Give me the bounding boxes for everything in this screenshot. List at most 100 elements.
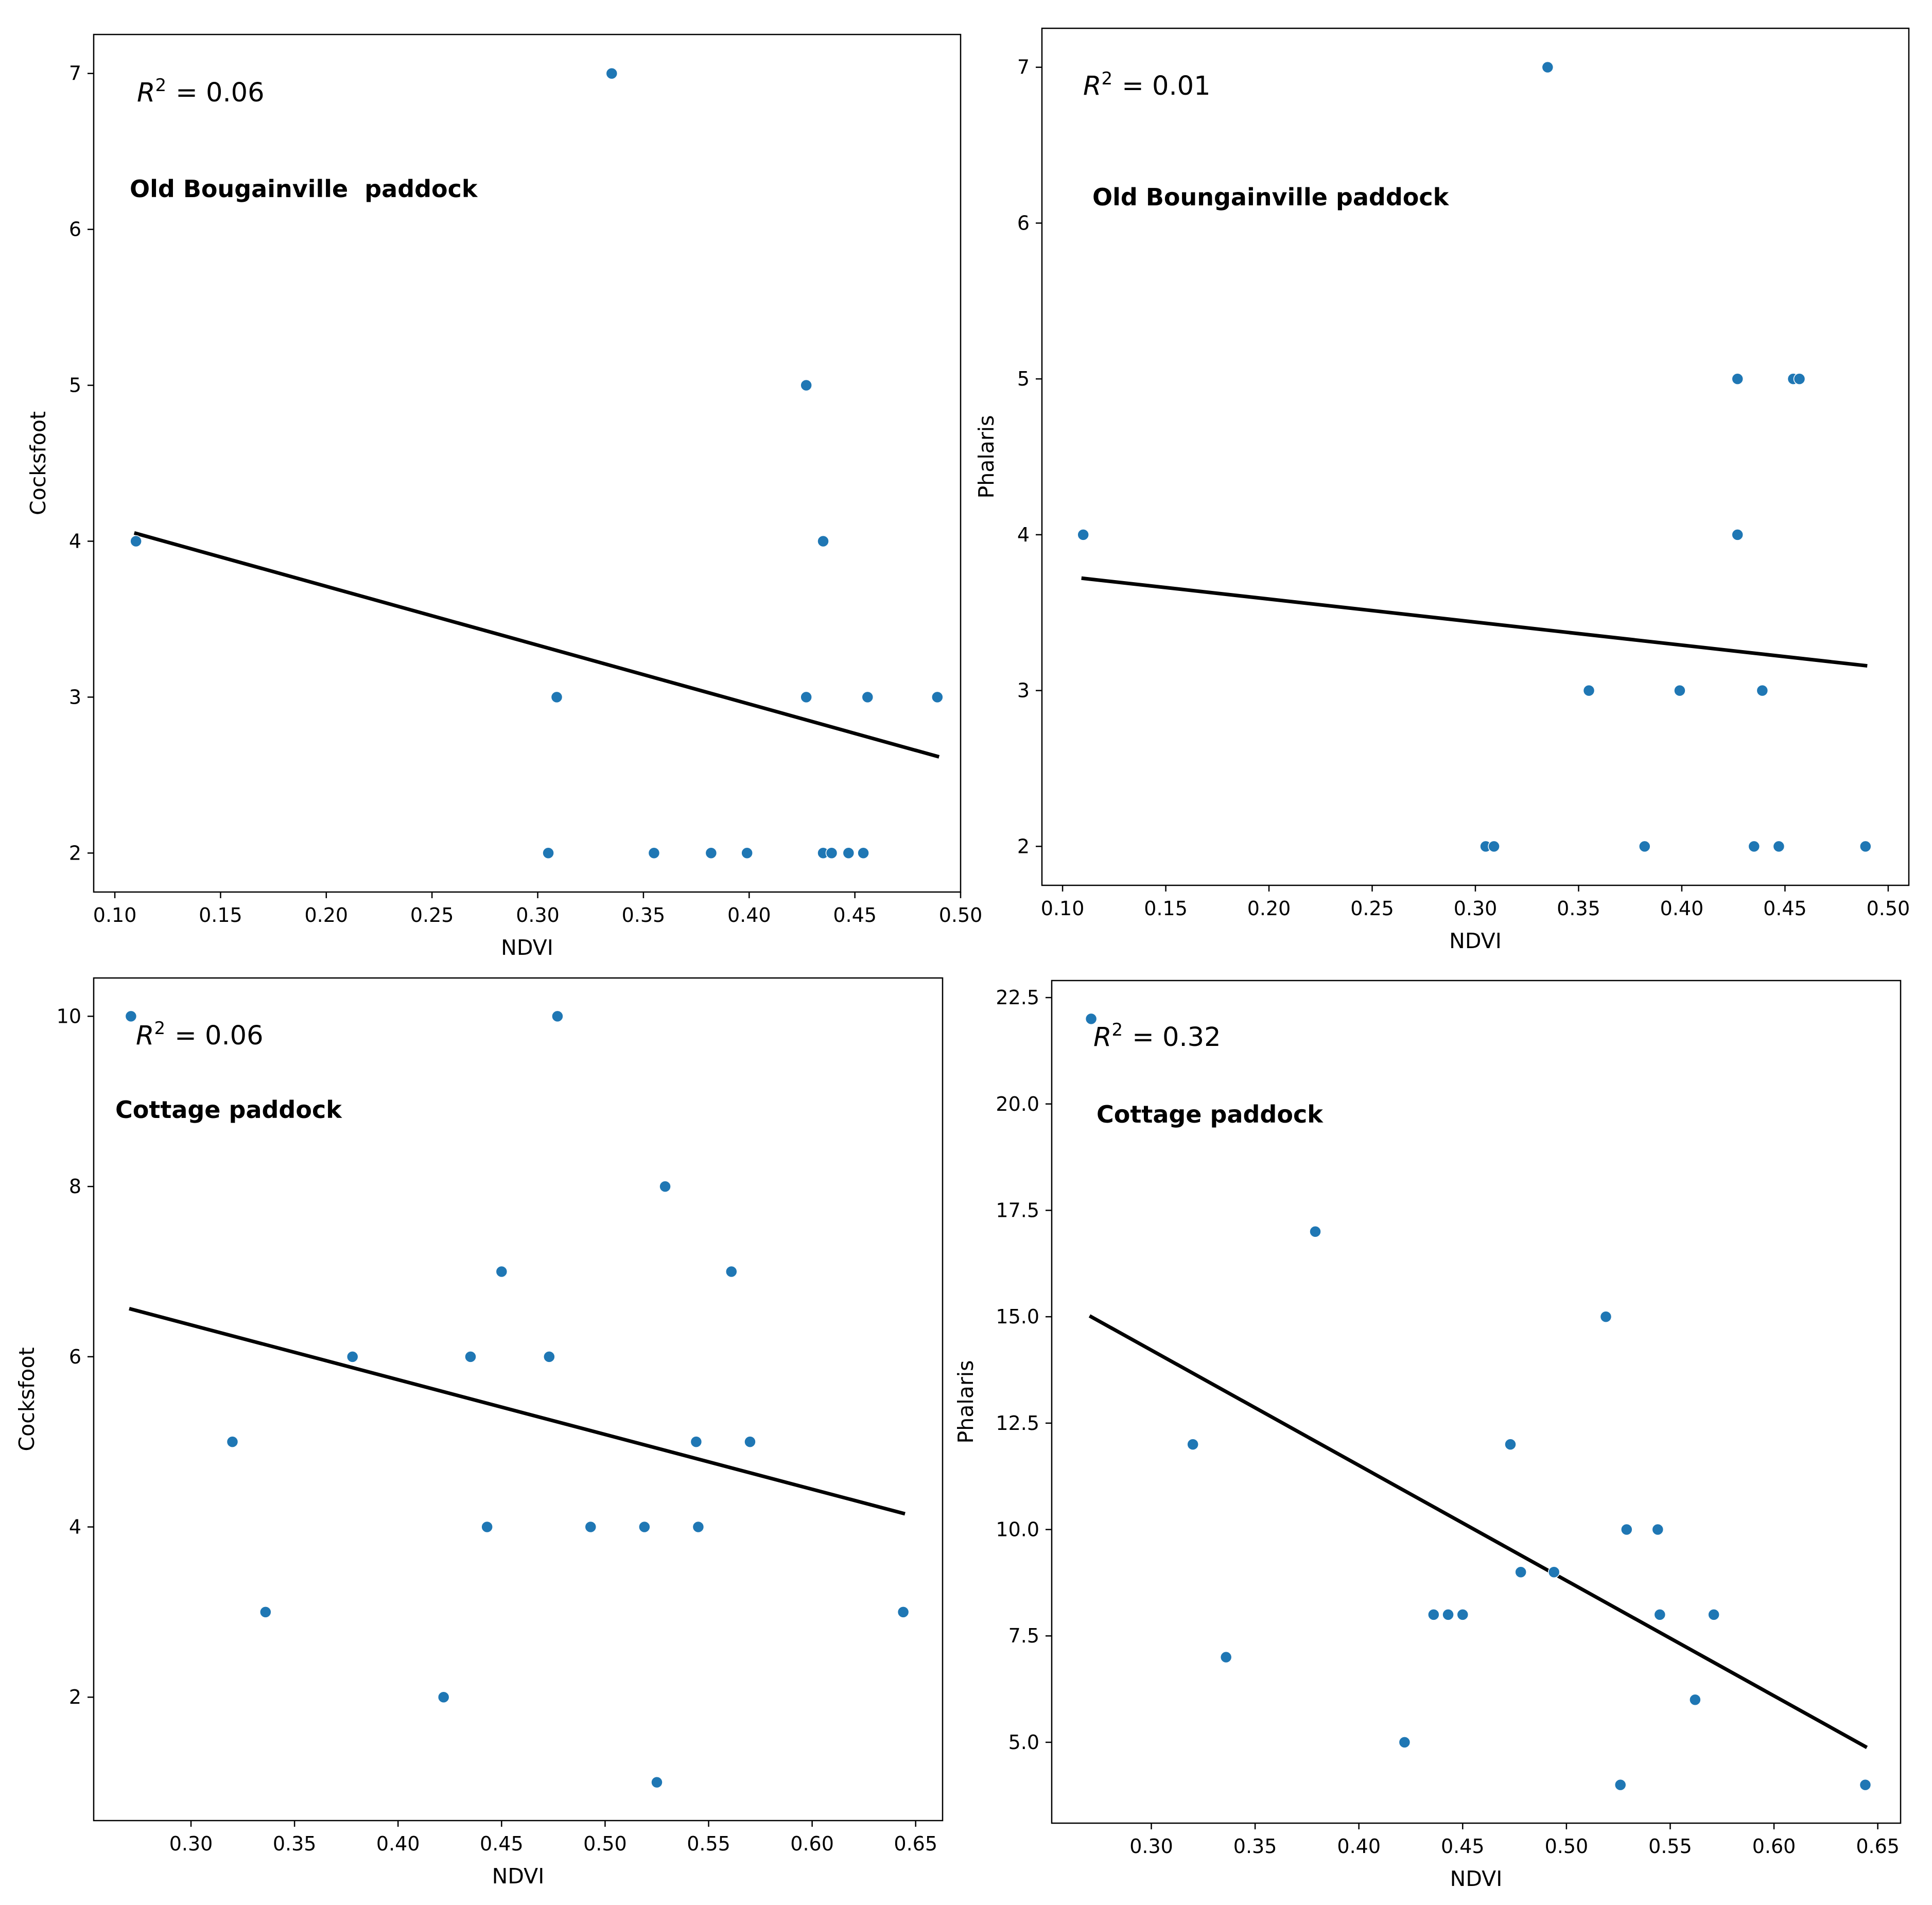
scatter-point <box>551 1010 564 1023</box>
x-axis-label: NDVI <box>1450 1866 1503 1891</box>
y-tick-label: 4 <box>69 1516 81 1539</box>
x-axis-label: NDVI <box>1449 929 1502 953</box>
regression-line <box>133 531 940 759</box>
r-symbol: R <box>1083 71 1101 101</box>
scatter-point <box>1621 1523 1633 1536</box>
panel-title: Old Boungainville paddock <box>1092 183 1450 211</box>
panel-title: Cottage paddock <box>1096 1100 1324 1128</box>
scatter-point <box>931 691 944 704</box>
scatter-point <box>1748 840 1761 853</box>
scatter-point <box>1547 1566 1560 1578</box>
x-tick-label: 0.60 <box>1752 1835 1796 1858</box>
r-superscript: 2 <box>1111 1020 1123 1040</box>
scatter-point <box>259 1606 272 1618</box>
scatter-point <box>857 847 869 860</box>
scatter-point <box>542 847 554 860</box>
r-superscript: 2 <box>1101 68 1112 89</box>
chart-panel-1: 0.10 0.15 0.20 0.25 0.30 0.35 0.40 0.45 0.50 2 3 4 5… <box>26 33 983 960</box>
plot-frame <box>93 33 962 893</box>
scatter-point <box>741 847 753 860</box>
scatter-point <box>800 691 812 704</box>
x-tick-label: 0.10 <box>1041 897 1085 920</box>
r-symbol: R <box>1093 1022 1111 1053</box>
r-squared-annotation: R2 = 0.06 <box>136 1018 264 1051</box>
scatter-point <box>346 1351 359 1363</box>
scatter-point <box>1614 1778 1627 1791</box>
scatter-point <box>1488 840 1500 853</box>
x-axis-label: NDVI <box>501 935 553 960</box>
y-tick-label: 2 <box>1017 835 1030 858</box>
x-tick-label: 0.50 <box>1867 897 1910 920</box>
r-squared-annotation: R2 = 0.01 <box>1083 68 1211 101</box>
scatter-point <box>690 1436 703 1448</box>
scatter-point <box>1187 1438 1199 1450</box>
x-tick-label: 0.30 <box>169 1832 213 1855</box>
scatter-point <box>130 535 142 548</box>
r-squared-value: = 0.32 <box>1132 1022 1221 1053</box>
scatter-point <box>842 847 855 860</box>
y-tick-label: 15.0 <box>996 1305 1039 1328</box>
scatter-point <box>1772 840 1785 853</box>
scatter-point <box>638 1520 651 1533</box>
y-tick-label: 6 <box>69 218 81 241</box>
scatter-point <box>495 1265 508 1278</box>
scatter-point <box>464 1351 477 1363</box>
y-tick-label: 8 <box>69 1175 81 1198</box>
y-axis-label: Cocksfoot <box>14 1347 39 1451</box>
scatter-point <box>651 1776 663 1789</box>
y-tick-label: 7 <box>1017 56 1030 79</box>
scatter-point <box>437 1691 450 1703</box>
scatter-point <box>1859 840 1872 853</box>
chart-panel-2: 0.10 0.15 0.20 0.25 0.30 0.35 0.40 0.45 0.50 2 3 4 5… <box>974 27 1910 953</box>
r-superscript: 2 <box>154 1018 165 1039</box>
x-tick-label: 0.25 <box>1350 897 1394 920</box>
plot-frame <box>1051 980 1902 1824</box>
x-tick-label: 0.45 <box>1441 1835 1485 1858</box>
x-tick-label: 0.55 <box>687 1832 730 1855</box>
x-tick-label: 0.50 <box>583 1832 627 1855</box>
y-axis-label: Phalaris <box>953 1360 978 1444</box>
scatter-point <box>1309 1226 1321 1238</box>
x-tick-label: 0.25 <box>410 904 454 927</box>
y-tick-label: 3 <box>69 686 81 708</box>
x-tick-label: 0.35 <box>1233 1835 1277 1858</box>
x-tick-label: 0.55 <box>1648 1835 1692 1858</box>
y-tick-label: 5 <box>1017 368 1030 390</box>
x-tick-label: 0.50 <box>1545 1835 1589 1858</box>
x-tick-label: 0.40 <box>1660 897 1704 920</box>
r-squared-value: = 0.06 <box>176 78 265 108</box>
r-squared-annotation: R2 = 0.06 <box>137 75 265 108</box>
scatter-point <box>1515 1566 1527 1578</box>
x-tick-label: 0.50 <box>939 904 983 927</box>
scatter-point <box>1731 529 1744 541</box>
x-tick-label: 0.35 <box>622 904 666 927</box>
panel-title: Old Bougainville paddock <box>130 175 478 203</box>
x-tick-label: 0.40 <box>727 904 771 927</box>
y-tick-label: 17.5 <box>996 1199 1039 1221</box>
scatter-point <box>1674 684 1686 697</box>
x-tick-label: 0.35 <box>1557 897 1600 920</box>
y-tick-label: 7 <box>69 62 81 85</box>
x-tick-label: 0.30 <box>1129 1835 1173 1858</box>
y-tick-label: 10 <box>57 1005 81 1027</box>
regression-line <box>1088 1314 1868 1749</box>
r-superscript: 2 <box>155 75 166 96</box>
scatter-point <box>1504 1438 1517 1450</box>
scatter-point <box>659 1180 671 1193</box>
x-tick-label: 0.65 <box>894 1832 937 1855</box>
scatter-point <box>1456 1609 1469 1621</box>
x-tick-label: 0.30 <box>516 904 560 927</box>
scatter-point <box>1793 373 1806 385</box>
plot-frame <box>93 977 944 1822</box>
r-squared-annotation: R2 = 0.32 <box>1093 1020 1221 1053</box>
x-tick-label: 0.40 <box>376 1832 420 1855</box>
y-tick-label: 22.5 <box>996 986 1039 1009</box>
scatter-point <box>800 379 812 392</box>
scatter-point <box>705 847 718 860</box>
x-tick-label: 0.45 <box>1763 897 1807 920</box>
y-tick-label: 2 <box>69 1686 81 1708</box>
y-tick-label: 10.0 <box>996 1518 1039 1541</box>
scatter-point <box>1582 684 1595 697</box>
